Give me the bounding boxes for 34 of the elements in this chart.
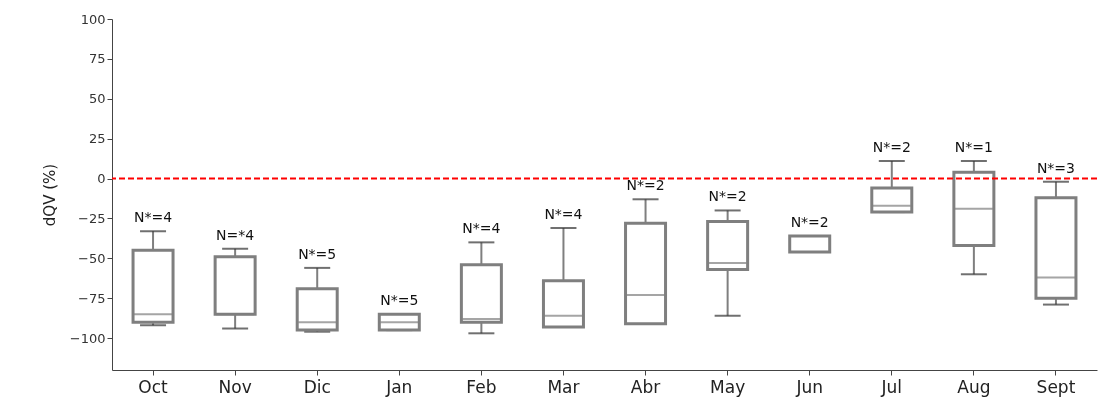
y-tick-label: 25	[88, 131, 106, 147]
y-tick-label: 100	[80, 11, 106, 27]
y-axis-title: dQV (%)	[40, 163, 59, 227]
x-tick-label: Dic	[303, 376, 331, 397]
annotation: N=*4	[216, 226, 255, 243]
y-tick-label: 50	[88, 91, 106, 107]
annotation: N*=2	[790, 213, 829, 230]
y-tick-label: −100	[69, 330, 106, 346]
x-tick-label: Jan	[385, 376, 413, 397]
y-tick-label: −75	[78, 290, 106, 306]
annotation: N*=2	[872, 139, 911, 155]
annotation: N*=4	[544, 206, 583, 222]
x-tick-label: Mar	[547, 376, 580, 397]
x-tick-label: Sept	[1036, 376, 1076, 397]
y-tick-label: 75	[88, 51, 106, 67]
annotation: N*=4	[462, 220, 501, 237]
annotation: N*=2	[708, 188, 747, 205]
x-tick-label: Jul	[880, 376, 903, 397]
annotation: N*=3	[1036, 159, 1076, 176]
x-tick-label: Oct	[138, 376, 169, 397]
annotation: N*=4	[133, 209, 173, 226]
x-tick-label: May	[710, 376, 746, 397]
x-tick-label: Feb	[466, 376, 497, 397]
x-tick-label: Abr	[630, 376, 661, 397]
y-tick-label: −50	[78, 250, 106, 266]
y-tick-label: 0	[97, 171, 106, 187]
annotation: N*=1	[954, 139, 993, 155]
x-tick-label: Aug	[957, 376, 991, 397]
annotation: N*=5	[380, 292, 419, 309]
annotation: N*=5	[298, 245, 337, 262]
x-tick-label: Nov	[218, 376, 252, 397]
annotation: N*=2	[626, 177, 665, 194]
x-tick-label: Jun	[795, 376, 823, 397]
y-tick-label: −25	[78, 210, 106, 226]
